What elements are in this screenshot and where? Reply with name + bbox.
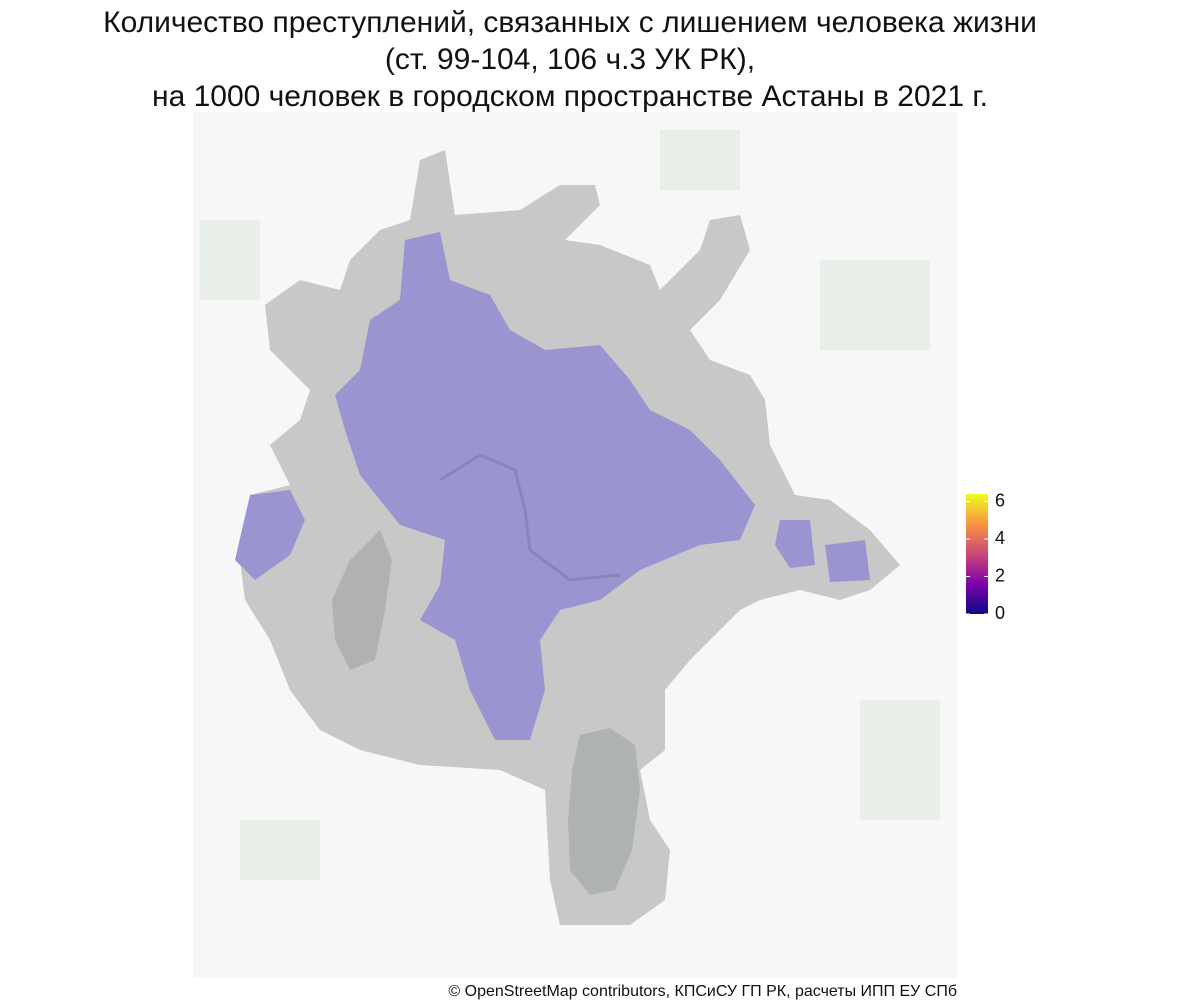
- colorbar-tick-label: 2: [995, 565, 1005, 585]
- colorbar-tick-label: 0: [995, 603, 1005, 623]
- colorbar-tick-label: 4: [995, 528, 1005, 548]
- title-line: (ст. 99-104, 106 ч.3 УК РК),: [385, 43, 755, 76]
- title-line: Количество преступлений, связанных с лиш…: [103, 6, 1037, 39]
- populated-area: [775, 520, 870, 582]
- populated-area: [235, 490, 305, 580]
- colorbar-ticks: 0 2 4 6: [966, 490, 1005, 623]
- basemap-features: [200, 130, 940, 880]
- title: Количество преступлений, связанных с лиш…: [103, 6, 1037, 113]
- lake: [568, 728, 640, 895]
- colorbar: [966, 494, 988, 614]
- attribution: © OpenStreetMap contributors, КПСиСУ ГП …: [448, 983, 957, 1000]
- populated-area: [335, 232, 755, 740]
- green-zone: [332, 530, 392, 670]
- river: [439, 453, 621, 582]
- title-line: на 1000 человек в городском пространстве…: [152, 80, 988, 113]
- colorbar-tick-label: 6: [995, 490, 1005, 510]
